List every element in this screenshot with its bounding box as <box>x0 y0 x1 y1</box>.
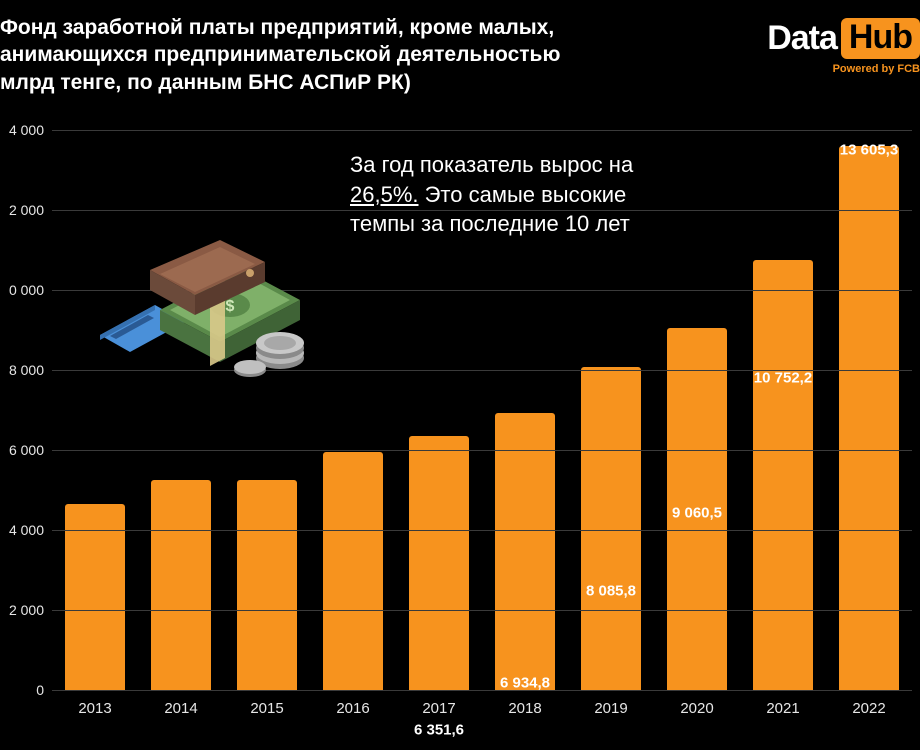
bar-2020: 9 060,5 <box>654 328 740 690</box>
bar <box>409 436 469 690</box>
x-axis-label: 2020 <box>654 690 740 717</box>
x-axis-label: 2015 <box>224 690 310 717</box>
page-title: Фонд заработной платы предприятий, кроме… <box>0 14 580 96</box>
bar-2019: 8 085,8 <box>568 367 654 690</box>
bar-2022: 13 605,3 <box>826 146 912 690</box>
bar-2016: 5 947,9 <box>310 452 396 690</box>
bar <box>237 480 297 690</box>
bar-value-label: 8 085,8 <box>586 583 636 600</box>
bar <box>151 480 211 690</box>
x-axis-label: 2019 <box>568 690 654 717</box>
y-axis-label: 8 000 <box>0 362 44 378</box>
bar-2015: 5 244,4 <box>224 480 310 690</box>
gridline <box>52 450 912 451</box>
y-axis-label: 2 000 <box>0 602 44 618</box>
x-axis-label: 2013 <box>52 690 138 717</box>
bar <box>65 504 125 690</box>
x-axis-label: 2016 <box>310 690 396 717</box>
bar-2018: 6 934,8 <box>482 413 568 690</box>
bar-2014: 5 247,1 <box>138 480 224 690</box>
bar <box>495 413 555 690</box>
title-line-3: млрд тенге, по данным БНС АСПиР РК) <box>0 71 411 94</box>
bar <box>323 452 383 690</box>
bar <box>581 367 641 690</box>
annotation-line2-rest: Это самые высокие <box>419 182 627 207</box>
x-axis-label: 2018 <box>482 690 568 717</box>
bar-value-label: 10 752,2 <box>754 369 812 386</box>
gridline <box>52 530 912 531</box>
y-axis-label: 2 000 <box>0 202 44 218</box>
bar <box>753 260 813 690</box>
bar-2021: 10 752,2 <box>740 260 826 690</box>
x-axis-label: 2014 <box>138 690 224 717</box>
annotation-line1: За год показатель вырос на <box>350 152 633 177</box>
bar-2017: 6 351,6 <box>396 436 482 690</box>
bar-2013: 4 640,7 <box>52 504 138 690</box>
logo-word-1: Data <box>767 19 837 58</box>
bar <box>839 146 899 690</box>
y-axis-label: 4 000 <box>0 522 44 538</box>
title-line-2: анимающихся предпринимательской деятельн… <box>0 43 560 66</box>
x-axis-label: 2017 <box>396 690 482 717</box>
chart-annotation: За год показатель вырос на 26,5%. Это са… <box>350 150 633 239</box>
bar-value-label: 9 060,5 <box>672 505 722 522</box>
bar-value-label: 6 351,6 <box>414 721 464 738</box>
y-axis-label: 0 000 <box>0 282 44 298</box>
x-axis-label: 2021 <box>740 690 826 717</box>
chart-x-axis: 2013201420152016201720182019202020212022 <box>52 690 912 717</box>
gridline <box>52 610 912 611</box>
money-icon: $ <box>100 240 330 390</box>
logo: Data Hub Powered by FCB <box>767 18 920 75</box>
y-axis-label: 6 000 <box>0 442 44 458</box>
svg-text:$: $ <box>226 298 235 315</box>
x-axis-label: 2022 <box>826 690 912 717</box>
annotation-line3: темпы за последние 10 лет <box>350 211 630 236</box>
bar-value-label: 13 605,3 <box>840 141 898 158</box>
gridline <box>52 130 912 131</box>
logo-word-2: Hub <box>841 18 920 59</box>
title-line-1: Фонд заработной платы предприятий, кроме… <box>0 16 554 39</box>
annotation-highlight: 26,5%. <box>350 182 419 207</box>
y-axis-label: 4 000 <box>0 122 44 138</box>
y-axis-label: 0 <box>0 682 44 698</box>
logo-sub: Powered by FCB <box>767 63 920 75</box>
